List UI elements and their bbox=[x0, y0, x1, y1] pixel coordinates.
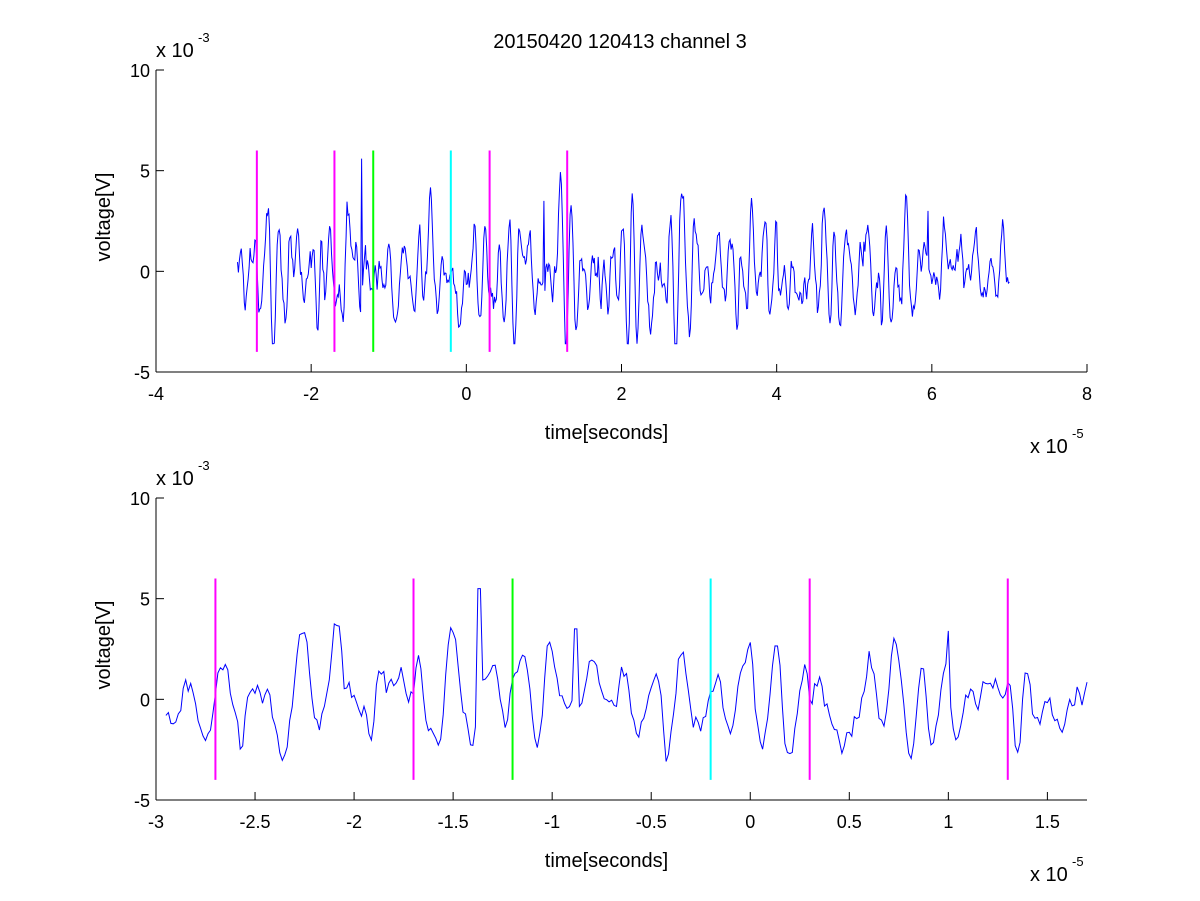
x-tick-label: -2 bbox=[346, 812, 362, 832]
x-tick-label: -4 bbox=[148, 384, 164, 404]
y-axis-label: voltage[V] bbox=[93, 173, 115, 262]
y-multiplier: x 10 bbox=[156, 40, 194, 62]
x-exponent: -5 bbox=[1072, 854, 1084, 869]
signal-series bbox=[237, 158, 1010, 345]
y-tick-label: 5 bbox=[140, 162, 150, 182]
y-exponent: -3 bbox=[198, 30, 210, 45]
x-tick-label: 0 bbox=[461, 384, 471, 404]
x-tick-label: -1 bbox=[544, 812, 560, 832]
x-multiplier: x 10 bbox=[1030, 864, 1068, 886]
y-tick-label: 0 bbox=[140, 690, 150, 710]
x-axis-label: time[seconds] bbox=[545, 422, 668, 444]
x-tick-label: 4 bbox=[772, 384, 782, 404]
signal-series bbox=[165, 588, 1088, 762]
y-tick-label: 0 bbox=[140, 262, 150, 282]
x-tick-label: -0.5 bbox=[636, 812, 667, 832]
x-tick-label: 8 bbox=[1082, 384, 1092, 404]
x-tick-label: 2 bbox=[616, 384, 626, 404]
y-tick-label: 10 bbox=[130, 489, 150, 509]
y-tick-label: 5 bbox=[140, 590, 150, 610]
x-tick-label: -2 bbox=[303, 384, 319, 404]
x-exponent: -5 bbox=[1072, 426, 1084, 441]
y-tick-label: -5 bbox=[134, 363, 150, 383]
y-tick-label: -5 bbox=[134, 791, 150, 811]
x-tick-label: -1.5 bbox=[438, 812, 469, 832]
x-tick-label: 0.5 bbox=[837, 812, 862, 832]
x-multiplier: x 10 bbox=[1030, 436, 1068, 458]
chart-title: 20150420 120413 channel 3 bbox=[493, 31, 747, 53]
y-exponent: -3 bbox=[198, 458, 210, 473]
x-tick-label: 0 bbox=[745, 812, 755, 832]
x-tick-label: -3 bbox=[148, 812, 164, 832]
y-tick-label: 10 bbox=[130, 61, 150, 81]
x-axis-label: time[seconds] bbox=[545, 850, 668, 872]
x-tick-label: 1.5 bbox=[1035, 812, 1060, 832]
y-multiplier: x 10 bbox=[156, 468, 194, 490]
plot-bottom: -3 -2.5 -2 -1.5 -1 -0.5 0 0.5 1 1.5 -5 0 5 10 time[sec… bbox=[93, 458, 1088, 886]
plot-top: -4 -2 0 2 4 6 8 -5 0 5 10 time[seconds] voltage[V] x … bbox=[93, 30, 1092, 458]
x-tick-label: -2.5 bbox=[240, 812, 271, 832]
x-tick-label: 1 bbox=[943, 812, 953, 832]
y-axis-label: voltage[V] bbox=[93, 601, 115, 690]
x-tick-label: 6 bbox=[927, 384, 937, 404]
